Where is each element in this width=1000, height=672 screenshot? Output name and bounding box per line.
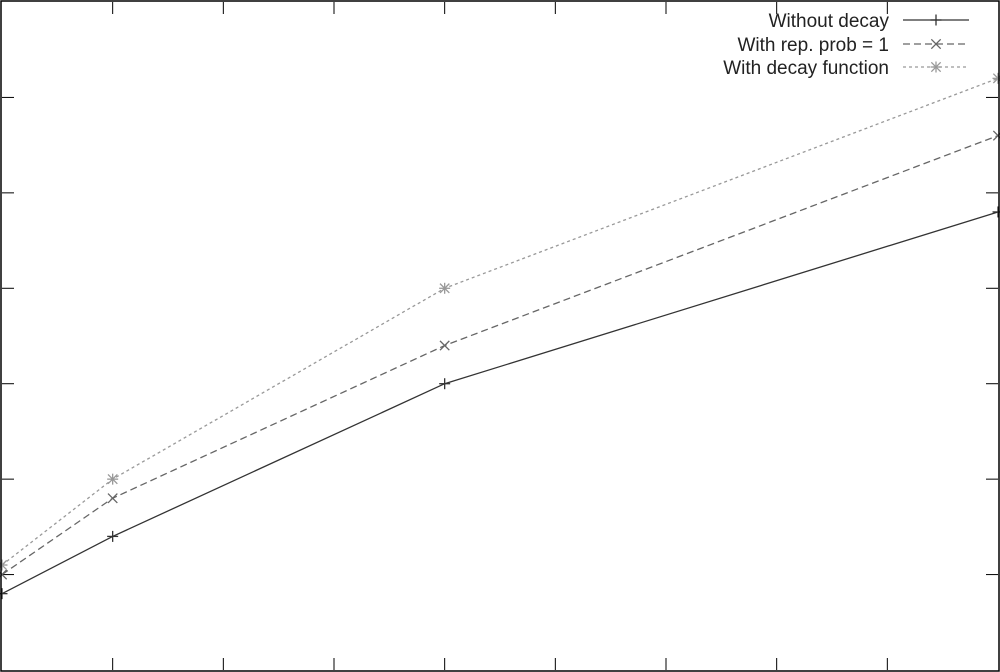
series-1-point-2 [107, 530, 119, 542]
legend-marker-2 [930, 38, 942, 50]
series-3-point-4 [992, 72, 1000, 84]
series-1-point-3 [439, 378, 451, 390]
series-2-point-4 [992, 130, 1000, 141]
series-3-point-2 [107, 473, 119, 485]
legend: Without decay With rep. prob = 1 With de… [723, 11, 969, 79]
series-3-point-3 [439, 282, 451, 294]
series-2-point-1 [0, 569, 8, 580]
legend-marker-3 [930, 61, 942, 73]
series-2-point-2 [107, 493, 118, 504]
series-1 [0, 206, 1000, 600]
series-1-point-1 [0, 588, 8, 600]
legend-label-with-rep-prob: With rep. prob = 1 [737, 35, 889, 56]
legend-marker-1 [930, 14, 942, 26]
series-2-line [1, 134, 999, 576]
series-1-line [1, 211, 999, 595]
legend-label-without-decay: Without decay [769, 11, 890, 32]
series-group [0, 72, 1000, 600]
legend-label-with-decay-function: With decay function [723, 58, 889, 79]
series-1-point-4 [992, 206, 1000, 218]
series-2 [0, 130, 1000, 580]
series-2-point-3 [439, 340, 450, 351]
series-3-line [1, 77, 999, 566]
series-3-point-1 [0, 559, 8, 571]
series-3 [0, 72, 1000, 571]
